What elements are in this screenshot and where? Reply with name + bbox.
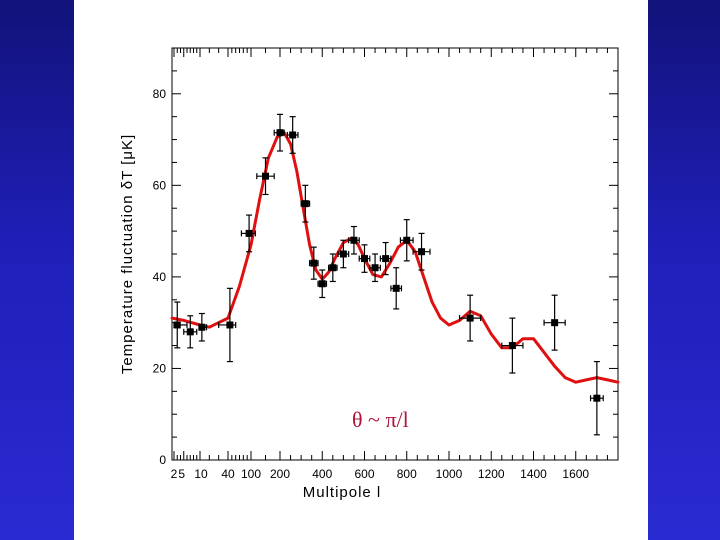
data-point-marker <box>198 323 206 331</box>
x-tick-label: 1200 <box>478 467 505 481</box>
data-point-marker <box>318 280 326 288</box>
data-point-marker <box>350 236 358 244</box>
x-tick-label: 1000 <box>436 467 463 481</box>
x-tick-label: 100 <box>241 467 261 481</box>
data-point-marker <box>329 264 337 272</box>
data-point-marker <box>382 255 390 263</box>
data-point <box>256 157 275 196</box>
left-blue-border <box>0 0 74 540</box>
x-tick-label: 200 <box>270 467 290 481</box>
data-point <box>399 219 414 262</box>
data-point-marker <box>551 319 559 327</box>
model-curve-line <box>170 131 620 384</box>
x-tick-label: 2 <box>171 467 178 481</box>
y-tick-label: 80 <box>153 87 167 101</box>
y-tick-label: 40 <box>153 270 167 284</box>
x-tick-label: 40 <box>221 467 235 481</box>
right-blue-border <box>648 0 720 540</box>
x-tick-label: 1600 <box>562 467 589 481</box>
data-point-marker <box>339 250 347 258</box>
data-point-marker <box>361 255 368 263</box>
x-tick-label: 600 <box>354 467 374 481</box>
data-point <box>348 225 360 255</box>
x-tick-label: 400 <box>312 467 332 481</box>
data-point <box>183 315 198 349</box>
angle-annotation: θ ~ π/l <box>352 407 409 432</box>
x-tick-label: 800 <box>397 467 417 481</box>
x-axis-label: Multipole l <box>303 484 382 501</box>
x-tick-label: 10 <box>194 467 208 481</box>
data-point-marker <box>173 321 181 329</box>
power-spectrum-chart: 0 20 40 60 80 2 5 10 40 100 200 400 600 800 1000 1200 14… <box>119 47 620 501</box>
data-point <box>412 232 431 271</box>
y-tick-label: 0 <box>159 453 166 467</box>
data-point-marker <box>418 248 426 256</box>
data-point-marker <box>508 342 516 350</box>
data-point-marker <box>276 129 284 137</box>
data-point <box>358 244 371 273</box>
data-point-marker <box>245 229 253 237</box>
y-tick-label: 60 <box>153 178 167 192</box>
data-point-marker <box>403 236 411 244</box>
data-point <box>173 301 188 349</box>
data-point <box>589 360 604 436</box>
slide-panel: 0 20 40 60 80 2 5 10 40 100 200 400 600 800 1000 1200 14… <box>74 0 648 540</box>
data-point <box>240 214 256 253</box>
data-point <box>458 294 482 342</box>
data-point <box>327 253 338 283</box>
data-point-marker <box>301 200 309 208</box>
data-point <box>308 246 319 280</box>
data-point <box>198 312 208 342</box>
tick-labels: 0 20 40 60 80 2 5 10 40 100 200 400 600 800 1000 1200 14… <box>153 87 590 481</box>
data-point-marker <box>310 259 318 267</box>
y-tick-label: 20 <box>153 361 167 375</box>
data-point <box>273 113 285 152</box>
data-point-marker <box>392 284 400 292</box>
data-point <box>286 116 299 154</box>
data-point-marker <box>466 314 474 322</box>
data-point-marker <box>289 131 297 139</box>
data-point <box>390 267 403 310</box>
data-point <box>337 239 350 269</box>
data-point-marker <box>262 172 269 180</box>
data-point <box>369 253 381 283</box>
data-point <box>543 294 566 351</box>
data-point <box>501 317 524 374</box>
model-curve-layer <box>170 131 620 384</box>
data-point-marker <box>226 321 234 329</box>
data-point <box>317 269 328 299</box>
data-point <box>218 287 237 363</box>
data-point-marker <box>593 394 601 402</box>
data-point <box>300 184 311 223</box>
axis-ticks <box>172 47 619 461</box>
data-point <box>379 241 392 276</box>
data-point-marker <box>371 264 379 272</box>
data-points-layer <box>173 113 604 436</box>
y-axis-label: Temperature fluctuation δT [μK] <box>119 134 136 374</box>
x-tick-label: 5 <box>178 467 185 481</box>
x-tick-label: 1400 <box>520 467 547 481</box>
data-point-marker <box>186 328 194 336</box>
